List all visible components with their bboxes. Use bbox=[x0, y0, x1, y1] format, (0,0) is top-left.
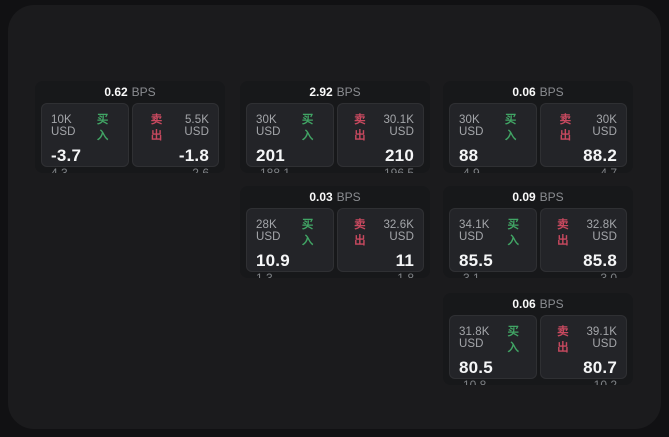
buy-panel[interactable]: 31.8K USD 买入 80.5 -10.8 bbox=[449, 315, 537, 385]
quote-panels: 34.1K USD 买入 85.5 -3.1 卖出 32.8K USD 85.8… bbox=[443, 208, 633, 278]
sell-change: 4.7 bbox=[600, 166, 617, 173]
buy-change: -3.1 bbox=[459, 271, 480, 278]
buy-side-label: 买入 bbox=[504, 114, 517, 142]
buy-notional: 31.8K USD bbox=[459, 326, 490, 350]
sell-notional: 30.1K USD bbox=[383, 114, 414, 138]
buy-change: 4.3 bbox=[51, 166, 68, 173]
buy-side-label: 买入 bbox=[507, 219, 519, 247]
sell-panel[interactable]: 卖出 5.5K USD -1.8 -2.6 bbox=[131, 103, 219, 173]
spread-value: 0.03 bbox=[309, 190, 333, 204]
spread-unit-label: BPS bbox=[336, 85, 361, 99]
sell-price: 80.7 bbox=[583, 358, 617, 377]
buy-side-label: 买入 bbox=[96, 114, 109, 142]
quote-panels: 28K USD 买入 10.9 1.3 卖出 32.6K USD 11 -1.8 bbox=[240, 208, 430, 278]
spread-value: 0.06 bbox=[512, 85, 536, 99]
buy-price: -3.7 bbox=[51, 146, 82, 165]
buy-notional: 10K USD bbox=[51, 114, 76, 138]
sell-side-label: 卖出 bbox=[557, 219, 569, 247]
sell-side-label: 卖出 bbox=[559, 114, 572, 142]
quote-card[interactable]: 0.09 BPS 34.1K USD 买入 85.5 -3.1 卖出 32.8K… bbox=[443, 186, 633, 278]
spread-unit-label: BPS bbox=[336, 190, 361, 204]
spread-header: 0.06 BPS bbox=[443, 293, 633, 315]
spread-value: 0.06 bbox=[512, 297, 536, 311]
sell-notional: 5.5K USD bbox=[184, 114, 209, 138]
sell-change: 3.0 bbox=[600, 271, 617, 278]
spread-unit-label: BPS bbox=[539, 190, 564, 204]
buy-notional: 28K USD bbox=[256, 219, 281, 243]
sell-panel[interactable]: 卖出 32.8K USD 85.8 3.0 bbox=[539, 208, 627, 278]
sell-change: -1.8 bbox=[393, 271, 414, 278]
sell-panel[interactable]: 卖出 30.1K USD 210 196.5 bbox=[336, 103, 424, 173]
sell-change: -2.6 bbox=[188, 166, 209, 173]
sell-side-label: 卖出 bbox=[354, 114, 366, 142]
quote-panels: 30K USD 买入 201 -188.1 卖出 30.1K USD 210 1… bbox=[240, 103, 430, 173]
buy-notional: 30K USD bbox=[256, 114, 281, 138]
buy-panel[interactable]: 10K USD 买入 -3.7 4.3 bbox=[41, 103, 129, 173]
spread-unit-label: BPS bbox=[539, 85, 564, 99]
quote-card[interactable]: 2.92 BPS 30K USD 买入 201 -188.1 卖出 30.1K … bbox=[240, 81, 430, 173]
sell-price: -1.8 bbox=[178, 146, 209, 165]
sell-panel[interactable]: 卖出 32.6K USD 11 -1.8 bbox=[336, 208, 424, 278]
buy-price: 201 bbox=[256, 146, 285, 165]
buy-side-label: 买入 bbox=[301, 114, 314, 142]
quote-panels: 31.8K USD 买入 80.5 -10.8 卖出 39.1K USD 80.… bbox=[443, 315, 633, 385]
quote-card[interactable]: 0.06 BPS 30K USD 买入 88 -4.9 卖出 30K USD 8… bbox=[443, 81, 633, 173]
spread-header: 0.62 BPS bbox=[35, 81, 225, 103]
buy-panel[interactable]: 30K USD 买入 201 -188.1 bbox=[246, 103, 334, 173]
quote-card[interactable]: 0.06 BPS 31.8K USD 买入 80.5 -10.8 卖出 39.1… bbox=[443, 293, 633, 385]
sell-side-label: 卖出 bbox=[150, 114, 163, 142]
sell-notional: 32.6K USD bbox=[383, 219, 414, 243]
spread-value: 0.62 bbox=[104, 85, 128, 99]
buy-change: 1.3 bbox=[256, 271, 273, 278]
spread-unit-label: BPS bbox=[539, 297, 564, 311]
sell-price: 85.8 bbox=[583, 251, 617, 270]
buy-change: -10.8 bbox=[459, 378, 487, 385]
buy-change: -188.1 bbox=[256, 166, 291, 173]
sell-side-label: 卖出 bbox=[354, 219, 366, 247]
spread-header: 0.06 BPS bbox=[443, 81, 633, 103]
buy-price: 85.5 bbox=[459, 251, 493, 270]
sell-price: 11 bbox=[395, 251, 414, 270]
spread-header: 0.09 BPS bbox=[443, 186, 633, 208]
sell-change: 196.5 bbox=[383, 166, 414, 173]
sell-notional: 32.8K USD bbox=[586, 219, 617, 243]
sell-notional: 39.1K USD bbox=[586, 326, 617, 350]
spread-value: 0.09 bbox=[512, 190, 536, 204]
sell-price: 210 bbox=[385, 146, 414, 165]
quote-panels: 10K USD 买入 -3.7 4.3 卖出 5.5K USD -1.8 -2.… bbox=[35, 103, 225, 173]
spread-value: 2.92 bbox=[309, 85, 333, 99]
buy-panel[interactable]: 30K USD 买入 88 -4.9 bbox=[449, 103, 537, 173]
buy-side-label: 买入 bbox=[301, 219, 314, 247]
spread-unit-label: BPS bbox=[131, 85, 156, 99]
sell-notional: 30K USD bbox=[592, 114, 617, 138]
buy-notional: 30K USD bbox=[459, 114, 484, 138]
sell-side-label: 卖出 bbox=[557, 326, 569, 354]
buy-panel[interactable]: 34.1K USD 买入 85.5 -3.1 bbox=[449, 208, 537, 278]
buy-panel[interactable]: 28K USD 买入 10.9 1.3 bbox=[246, 208, 334, 278]
sell-price: 88.2 bbox=[583, 146, 617, 165]
buy-change: -4.9 bbox=[459, 166, 480, 173]
quote-panels: 30K USD 买入 88 -4.9 卖出 30K USD 88.2 4.7 bbox=[443, 103, 633, 173]
quote-board: 0.62 BPS 10K USD 买入 -3.7 4.3 卖出 5.5K USD… bbox=[8, 5, 661, 429]
spread-header: 0.03 BPS bbox=[240, 186, 430, 208]
buy-notional: 34.1K USD bbox=[459, 219, 490, 243]
spread-header: 2.92 BPS bbox=[240, 81, 430, 103]
sell-panel[interactable]: 卖出 30K USD 88.2 4.7 bbox=[539, 103, 627, 173]
sell-panel[interactable]: 卖出 39.1K USD 80.7 10.2 bbox=[539, 315, 627, 385]
quote-card[interactable]: 0.03 BPS 28K USD 买入 10.9 1.3 卖出 32.6K US… bbox=[240, 186, 430, 278]
buy-price: 88 bbox=[459, 146, 479, 165]
buy-price: 80.5 bbox=[459, 358, 493, 377]
quote-card[interactable]: 0.62 BPS 10K USD 买入 -3.7 4.3 卖出 5.5K USD… bbox=[35, 81, 225, 173]
buy-side-label: 买入 bbox=[507, 326, 519, 354]
sell-change: 10.2 bbox=[593, 378, 617, 385]
buy-price: 10.9 bbox=[256, 251, 290, 270]
